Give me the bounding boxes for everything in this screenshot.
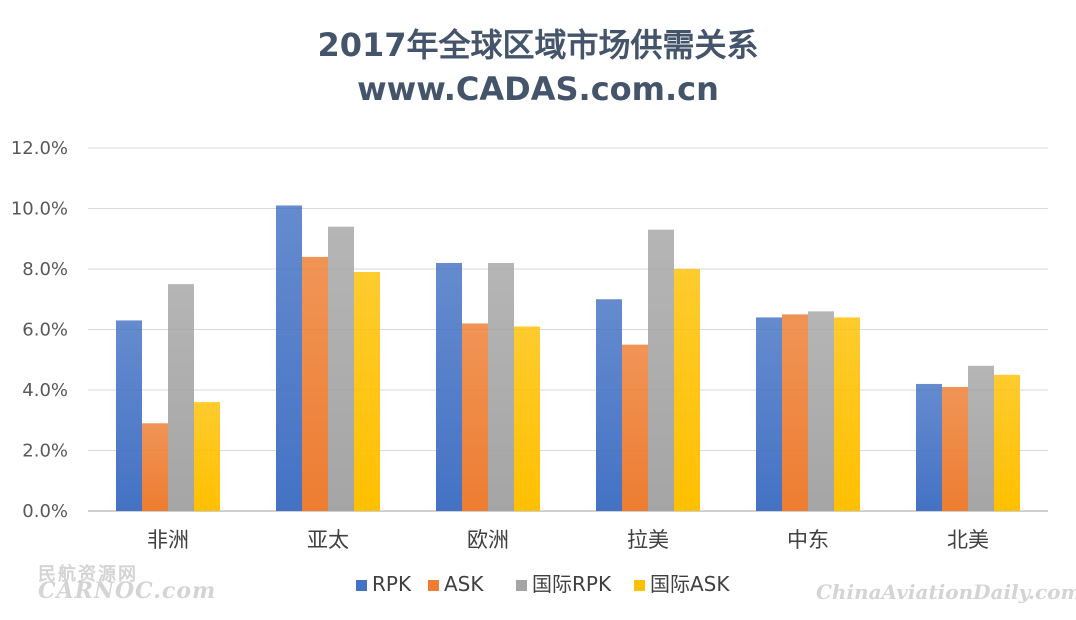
chart-title: 2017年全球区域市场供需关系 [317,26,759,64]
x-tick-label: 亚太 [307,528,349,552]
bar-国际ASK [994,374,1020,511]
x-tick-label: 中东 [787,528,829,552]
y-tick-label: 2.0% [22,441,68,462]
bar-RPK [916,383,942,511]
y-tick-label: 12.0% [11,138,68,159]
legend-label: RPK [372,572,412,596]
bar-国际RPK [968,365,994,511]
x-tick-label: 非洲 [147,528,189,552]
legend-swatch-ASK [428,580,439,591]
y-tick-label: 8.0% [22,259,68,280]
bar-RPK [756,317,782,511]
chart-subtitle: www.CADAS.com.cn [357,70,719,108]
legend-label: 国际ASK [650,572,730,596]
bar-国际ASK [514,326,540,511]
watermark-carnoc-cn: 民航资源网 [38,564,138,585]
bar-国际RPK [168,284,194,511]
legend-swatch-国际ASK [634,580,645,591]
y-tick-label: 10.0% [11,199,68,220]
bar-国际RPK [648,229,674,512]
bar-国际ASK [674,269,700,511]
bar-RPK [436,262,462,511]
bar-RPK [276,205,302,511]
bar-RPK [116,320,142,511]
y-tick-label: 6.0% [22,320,68,341]
bar-ASK [782,314,808,511]
x-tick-label: 欧洲 [467,528,509,552]
bar-国际ASK [354,272,380,511]
legend-swatch-RPK [356,580,367,591]
watermark-chinaaviationdaily: ChinaAviationDaily.com [816,580,1076,604]
bar-ASK [942,386,968,511]
legend-label: ASK [444,572,484,596]
bar-国际RPK [488,262,514,511]
bar-ASK [462,323,488,511]
bar-ASK [622,344,648,511]
bar-国际RPK [808,311,834,511]
x-tick-label: 北美 [947,528,989,552]
x-tick-label: 拉美 [627,528,669,552]
bar-国际RPK [328,226,354,511]
y-tick-label: 4.0% [22,380,68,401]
y-tick-label: 0.0% [22,501,68,522]
watermark-carnoc: CARNOC.com [38,578,217,604]
legend-label: 国际RPK [532,572,612,596]
bar-国际ASK [194,402,220,511]
legend-swatch-国际RPK [516,580,527,591]
bar-ASK [142,423,168,511]
bar-RPK [596,299,622,511]
bar-ASK [302,256,328,511]
bar-国际ASK [834,317,860,511]
